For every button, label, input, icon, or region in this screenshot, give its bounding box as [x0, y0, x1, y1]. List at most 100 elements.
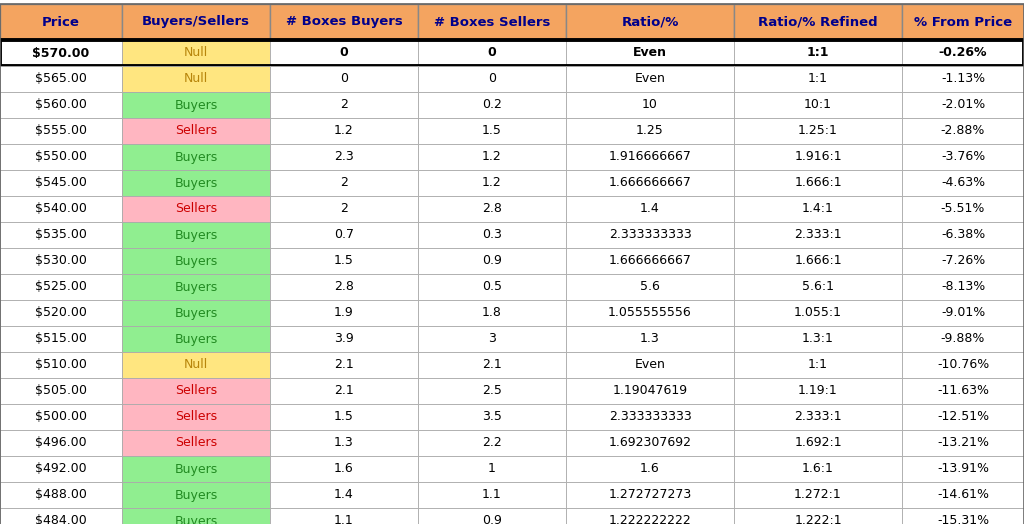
Text: 1.666666667: 1.666666667	[608, 255, 691, 267]
Bar	[0, 508, 122, 524]
Bar	[902, 352, 1024, 378]
Text: Sellers: Sellers	[175, 125, 217, 137]
Bar	[122, 482, 270, 508]
Bar	[734, 144, 902, 170]
Bar	[566, 92, 734, 118]
Text: $484.00: $484.00	[35, 515, 87, 524]
Text: Sellers: Sellers	[175, 202, 217, 215]
Bar	[270, 456, 418, 482]
Text: -0.26%: -0.26%	[939, 47, 987, 60]
Bar	[418, 274, 566, 300]
Text: -12.51%: -12.51%	[937, 410, 989, 423]
Text: 1:1: 1:1	[808, 358, 828, 372]
Text: 1.4: 1.4	[640, 202, 659, 215]
Text: 10: 10	[642, 99, 658, 112]
Bar	[122, 274, 270, 300]
Text: 1.5: 1.5	[482, 125, 502, 137]
Bar	[902, 118, 1024, 144]
Text: 1.055:1: 1.055:1	[794, 307, 842, 320]
Bar	[734, 92, 902, 118]
Bar	[566, 196, 734, 222]
Bar	[270, 196, 418, 222]
Bar	[122, 66, 270, 92]
Bar	[418, 456, 566, 482]
Text: Buyers: Buyers	[174, 515, 218, 524]
Text: -15.31%: -15.31%	[937, 515, 989, 524]
Bar	[270, 92, 418, 118]
Text: $550.00: $550.00	[35, 150, 87, 163]
Text: 2.8: 2.8	[334, 280, 354, 293]
Bar	[418, 4, 566, 40]
Text: 1.6: 1.6	[334, 463, 354, 475]
Bar	[0, 40, 122, 66]
Bar	[418, 248, 566, 274]
Text: -8.13%: -8.13%	[941, 280, 985, 293]
Bar	[734, 482, 902, 508]
Bar	[734, 300, 902, 326]
Text: -2.88%: -2.88%	[941, 125, 985, 137]
Bar	[902, 274, 1024, 300]
Text: 1.19047619: 1.19047619	[612, 385, 687, 398]
Text: Ratio/%: Ratio/%	[622, 16, 679, 28]
Text: Ratio/% Refined: Ratio/% Refined	[758, 16, 878, 28]
Text: 1.25:1: 1.25:1	[798, 125, 838, 137]
Bar	[0, 274, 122, 300]
Bar	[734, 196, 902, 222]
Text: 1.9: 1.9	[334, 307, 354, 320]
Bar	[270, 66, 418, 92]
Bar	[902, 66, 1024, 92]
Bar	[902, 40, 1024, 66]
Bar	[270, 170, 418, 196]
Bar	[566, 4, 734, 40]
Bar	[0, 170, 122, 196]
Bar	[566, 508, 734, 524]
Text: Buyers: Buyers	[174, 488, 218, 501]
Bar	[566, 482, 734, 508]
Bar	[270, 222, 418, 248]
Bar	[270, 118, 418, 144]
Bar	[902, 92, 1024, 118]
Text: $488.00: $488.00	[35, 488, 87, 501]
Text: $535.00: $535.00	[35, 228, 87, 242]
Text: 1.666:1: 1.666:1	[795, 177, 842, 190]
Text: 2.3: 2.3	[334, 150, 354, 163]
Bar	[902, 430, 1024, 456]
Text: -9.01%: -9.01%	[941, 307, 985, 320]
Text: -4.63%: -4.63%	[941, 177, 985, 190]
Text: $496.00: $496.00	[35, 436, 87, 450]
Text: 1.4:1: 1.4:1	[802, 202, 834, 215]
Bar	[122, 92, 270, 118]
Bar	[418, 508, 566, 524]
Text: -5.51%: -5.51%	[941, 202, 985, 215]
Text: -1.13%: -1.13%	[941, 72, 985, 85]
Text: 0: 0	[340, 72, 348, 85]
Text: 1.055555556: 1.055555556	[608, 307, 692, 320]
Text: 1.272727273: 1.272727273	[608, 488, 691, 501]
Bar	[270, 352, 418, 378]
Bar	[418, 352, 566, 378]
Bar	[902, 170, 1024, 196]
Bar	[734, 508, 902, 524]
Text: $500.00: $500.00	[35, 410, 87, 423]
Text: 1.3: 1.3	[640, 333, 659, 345]
Text: 1.1: 1.1	[482, 488, 502, 501]
Text: 3: 3	[488, 333, 496, 345]
Text: Buyers: Buyers	[174, 255, 218, 267]
Bar	[734, 352, 902, 378]
Text: 0.9: 0.9	[482, 515, 502, 524]
Bar	[902, 4, 1024, 40]
Bar	[0, 66, 122, 92]
Text: 0: 0	[488, 72, 496, 85]
Bar	[122, 144, 270, 170]
Text: -11.63%: -11.63%	[937, 385, 989, 398]
Text: 1.19:1: 1.19:1	[798, 385, 838, 398]
Text: Buyers: Buyers	[174, 463, 218, 475]
Text: 0.7: 0.7	[334, 228, 354, 242]
Text: 2.1: 2.1	[482, 358, 502, 372]
Text: 2.1: 2.1	[334, 358, 354, 372]
Text: $515.00: $515.00	[35, 333, 87, 345]
Text: 2.333333333: 2.333333333	[608, 410, 691, 423]
Text: Buyers: Buyers	[174, 333, 218, 345]
Text: 1.916:1: 1.916:1	[795, 150, 842, 163]
Bar	[566, 222, 734, 248]
